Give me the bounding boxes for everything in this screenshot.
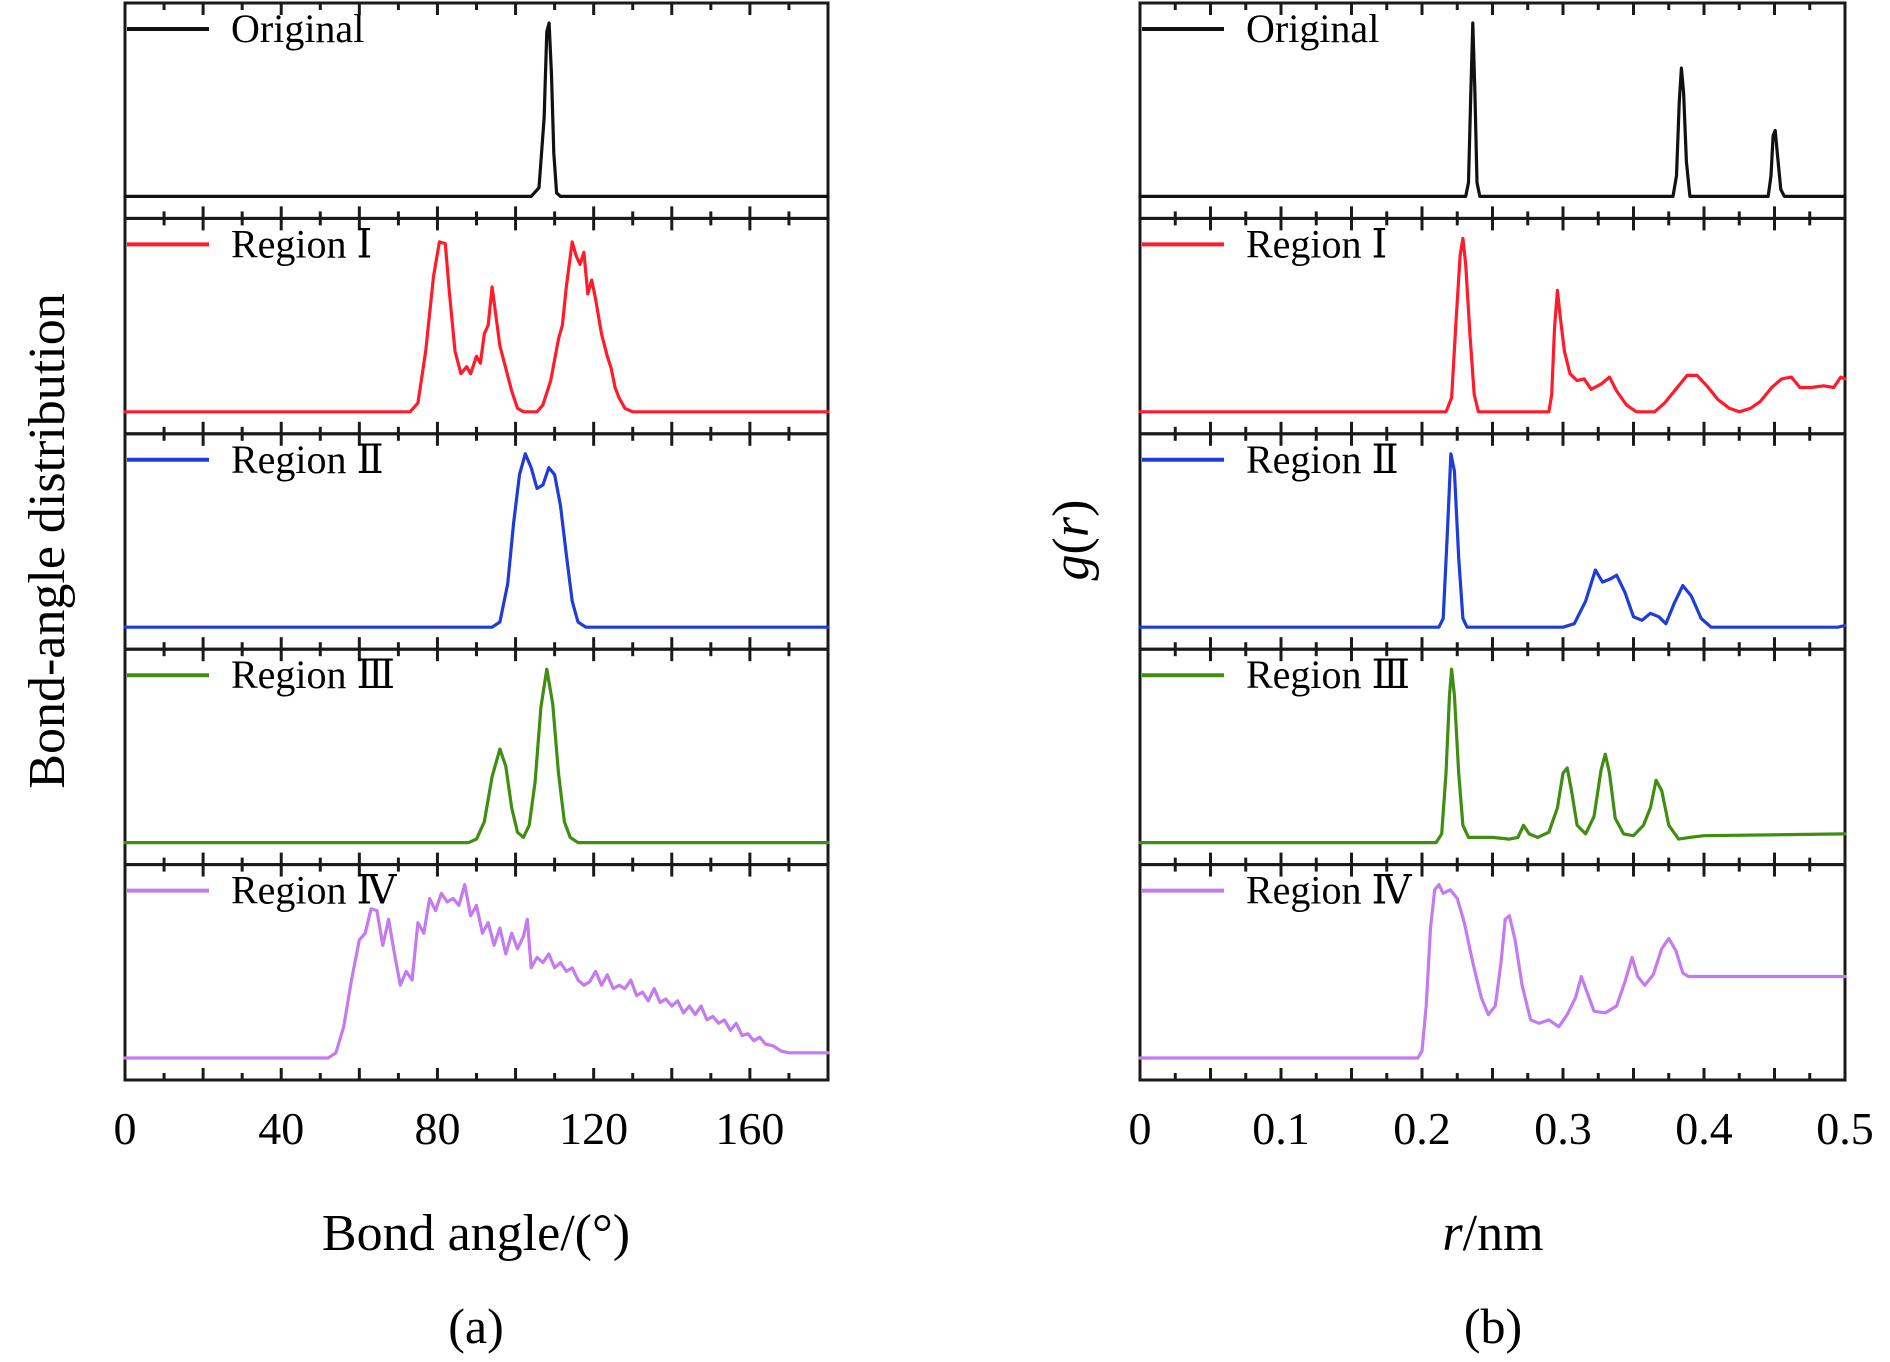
subpanel-a-1: Region Ⅰ xyxy=(123,216,830,436)
legend-label: Region Ⅱ xyxy=(231,437,384,482)
series-line-region-ⅳ xyxy=(1138,883,1847,1060)
x-tick-label: 0.3 xyxy=(1534,1103,1592,1154)
subpanel-b-4: Region Ⅳ xyxy=(1138,863,1847,1082)
x-tick-label: 40 xyxy=(258,1103,304,1154)
subpanel-a-3: Region Ⅲ xyxy=(123,647,830,867)
plot-a-bond-angle: Original Region Ⅰ Region Ⅱ Region Ⅲ Region Ⅳ… xyxy=(114,1,830,1154)
y-axis-label-b-g: g xyxy=(1043,554,1100,580)
legend-label: Region Ⅳ xyxy=(231,868,398,913)
x-tick-label: 0.5 xyxy=(1816,1103,1874,1154)
y-axis-label-b-close: ) xyxy=(1043,500,1100,517)
x-axis-label-b: r/nm xyxy=(1442,1205,1543,1262)
series-line-region-ⅲ xyxy=(1138,667,1847,845)
legend-label: Region Ⅰ xyxy=(1246,221,1387,266)
series-line-region-ⅳ xyxy=(123,883,830,1060)
legend-label: Region Ⅳ xyxy=(1246,868,1413,913)
subpanel-b-2: Region Ⅱ xyxy=(1138,432,1847,651)
panel-tag-b: (b) xyxy=(1464,1298,1522,1354)
series-line-region-ⅰ xyxy=(123,240,830,414)
x-tick-label: 0 xyxy=(1129,1103,1152,1154)
y-axis-label-b-open: ( xyxy=(1043,537,1100,554)
legend-label: Region Ⅲ xyxy=(231,652,395,697)
y-axis-label-b-r: r xyxy=(1043,516,1100,537)
subpanel-b-3: Region Ⅲ xyxy=(1138,647,1847,867)
series-line-original xyxy=(1138,21,1847,198)
series-line-original xyxy=(123,21,830,198)
legend-label: Original xyxy=(1246,6,1379,51)
legend-label: Original xyxy=(231,6,364,51)
panel-tag-a: (a) xyxy=(448,1298,504,1354)
x-tick-label: 0.2 xyxy=(1393,1103,1451,1154)
series-line-region-ⅱ xyxy=(123,452,830,629)
subpanel-b-0: Original xyxy=(1138,1,1847,220)
subpanel-a-4: Region Ⅳ xyxy=(123,863,830,1082)
x-axis-label-a: Bond angle/(°) xyxy=(322,1205,630,1262)
legend-label: Region Ⅱ xyxy=(1246,437,1399,482)
legend-label: Region Ⅲ xyxy=(1246,652,1410,697)
series-line-region-ⅱ xyxy=(1138,452,1847,629)
series-line-region-ⅰ xyxy=(1138,236,1847,414)
x-axis-label-b-unit: /nm xyxy=(1463,1205,1544,1262)
series-line-region-ⅲ xyxy=(123,667,830,845)
x-tick-label: 160 xyxy=(715,1103,784,1154)
x-tick-label: 0.1 xyxy=(1252,1103,1310,1154)
x-tick-label: 0 xyxy=(114,1103,137,1154)
x-tick-label: 80 xyxy=(414,1103,460,1154)
x-tick-label: 0.4 xyxy=(1675,1103,1733,1154)
x-tick-label: 120 xyxy=(559,1103,628,1154)
y-axis-label-a: Bond-angle distribution xyxy=(19,293,76,788)
x-axis-label-b-var: r xyxy=(1442,1205,1463,1262)
legend-label: Region Ⅰ xyxy=(231,221,372,266)
y-axis-label-b: g(r) xyxy=(1043,500,1100,581)
subpanel-a-2: Region Ⅱ xyxy=(123,432,830,651)
subpanel-b-1: Region Ⅰ xyxy=(1138,216,1847,436)
subpanel-a-0: Original xyxy=(123,1,830,220)
plot-b-rdf: Original Region Ⅰ Region Ⅱ Region Ⅲ Region Ⅳ… xyxy=(1129,1,1874,1154)
